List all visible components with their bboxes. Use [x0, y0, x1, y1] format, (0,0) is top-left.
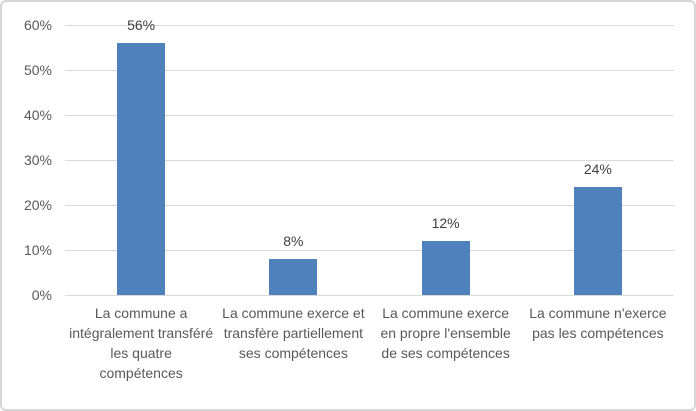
- x-axis-category-label: La commune n'exerce pas les compétences: [529, 305, 667, 341]
- bar-value-label: 24%: [583, 161, 612, 177]
- bar-2: [269, 259, 318, 295]
- bar-value-label: 8%: [283, 233, 304, 249]
- y-axis-tick-label: 0%: [31, 287, 52, 303]
- y-axis-tick-label: 20%: [23, 197, 52, 213]
- y-axis-tick-label: 30%: [23, 152, 52, 168]
- x-axis-line: [65, 295, 674, 296]
- bar-value-label: 56%: [127, 17, 156, 33]
- x-axis-category-label: La commune a intégralement transféré les…: [69, 305, 214, 381]
- y-gridline: [65, 115, 674, 116]
- y-axis-tick-label: 50%: [23, 62, 52, 78]
- y-gridline: [65, 205, 674, 206]
- x-axis-category-label: La commune exerce en propre l'ensemble d…: [380, 305, 511, 361]
- y-gridline: [65, 160, 674, 161]
- bar-value-label: 12%: [431, 215, 460, 231]
- bar-4: [573, 187, 622, 295]
- y-axis-tick-label: 10%: [23, 242, 52, 258]
- y-gridline: [65, 250, 674, 251]
- y-axis-tick-label: 60%: [23, 17, 52, 33]
- bar-3: [421, 241, 470, 295]
- y-gridline: [65, 70, 674, 71]
- bar-1: [117, 43, 166, 295]
- y-axis-tick-label: 40%: [23, 107, 52, 123]
- y-gridline: [65, 25, 674, 26]
- x-axis-category-label: La commune exerce et transfère partielle…: [222, 305, 365, 361]
